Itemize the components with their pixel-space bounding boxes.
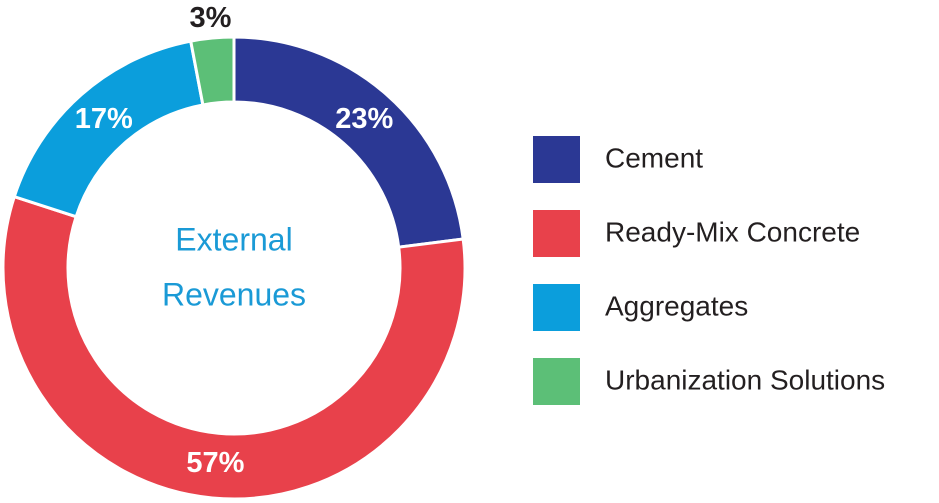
value-label: 57% — [186, 447, 244, 479]
legend-swatch — [533, 210, 580, 257]
segment — [1, 194, 467, 501]
donut: 23% 57% 17% 3% — [1, 2, 467, 501]
center-label: Revenues — [162, 276, 306, 312]
segment — [232, 35, 465, 249]
center-label: External — [175, 221, 292, 257]
legend-swatch — [533, 136, 580, 183]
legend-swatch — [533, 358, 580, 405]
legend-swatch — [533, 284, 580, 331]
value-label: 17% — [75, 103, 133, 135]
value-label: 23% — [335, 103, 393, 135]
legend-label: Aggregates — [605, 290, 748, 321]
legend: Cement Ready-Mix Concrete Aggregates Urbani… — [533, 136, 885, 405]
value-label: 3% — [190, 2, 232, 34]
legend-label: Urbanization Solutions — [605, 364, 885, 395]
legend-label: Ready-Mix Concrete — [605, 216, 860, 247]
segment — [188, 35, 236, 107]
legend-label: Cement — [605, 142, 703, 173]
